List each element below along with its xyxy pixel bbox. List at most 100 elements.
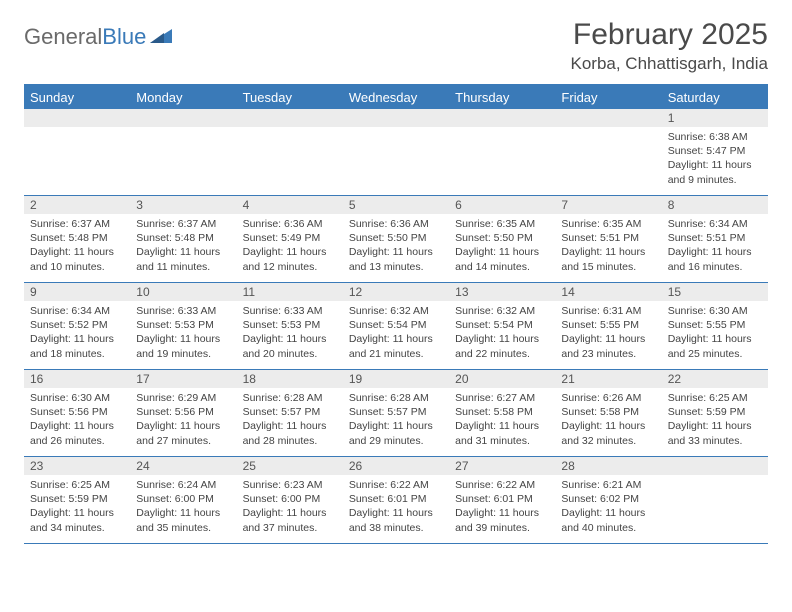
- date-number: [343, 109, 449, 127]
- sunrise-text: Sunrise: 6:33 AM: [136, 304, 230, 318]
- daylight-text: Daylight: 11 hours and 19 minutes.: [136, 332, 230, 360]
- date-number: 4: [237, 196, 343, 214]
- sunrise-text: Sunrise: 6:36 AM: [243, 217, 337, 231]
- daylight-text: Daylight: 11 hours and 14 minutes.: [455, 245, 549, 273]
- date-number: 1: [662, 109, 768, 127]
- day-cell: 12Sunrise: 6:32 AMSunset: 5:54 PMDayligh…: [343, 283, 449, 369]
- sunset-text: Sunset: 6:00 PM: [243, 492, 337, 506]
- sunrise-text: Sunrise: 6:31 AM: [561, 304, 655, 318]
- sunrise-text: Sunrise: 6:26 AM: [561, 391, 655, 405]
- daylight-text: Daylight: 11 hours and 26 minutes.: [30, 419, 124, 447]
- sunset-text: Sunset: 5:55 PM: [668, 318, 762, 332]
- sunrise-text: Sunrise: 6:22 AM: [349, 478, 443, 492]
- day-cell: [662, 457, 768, 543]
- day-details: Sunrise: 6:28 AMSunset: 5:57 PMDaylight:…: [237, 388, 343, 453]
- sunset-text: Sunset: 5:59 PM: [30, 492, 124, 506]
- sunrise-text: Sunrise: 6:35 AM: [561, 217, 655, 231]
- sunset-text: Sunset: 5:48 PM: [30, 231, 124, 245]
- sunset-text: Sunset: 6:02 PM: [561, 492, 655, 506]
- day-cell: 18Sunrise: 6:28 AMSunset: 5:57 PMDayligh…: [237, 370, 343, 456]
- sunset-text: Sunset: 5:58 PM: [561, 405, 655, 419]
- day-details: Sunrise: 6:37 AMSunset: 5:48 PMDaylight:…: [24, 214, 130, 279]
- sunrise-text: Sunrise: 6:25 AM: [668, 391, 762, 405]
- day-cell: 20Sunrise: 6:27 AMSunset: 5:58 PMDayligh…: [449, 370, 555, 456]
- daylight-text: Daylight: 11 hours and 15 minutes.: [561, 245, 655, 273]
- daylight-text: Daylight: 11 hours and 10 minutes.: [30, 245, 124, 273]
- day-details: Sunrise: 6:25 AMSunset: 5:59 PMDaylight:…: [24, 475, 130, 540]
- day-details: Sunrise: 6:36 AMSunset: 5:49 PMDaylight:…: [237, 214, 343, 279]
- date-number: 21: [555, 370, 661, 388]
- daylight-text: Daylight: 11 hours and 33 minutes.: [668, 419, 762, 447]
- day-details: Sunrise: 6:28 AMSunset: 5:57 PMDaylight:…: [343, 388, 449, 453]
- day-header: Wednesday: [343, 86, 449, 109]
- sunset-text: Sunset: 5:53 PM: [136, 318, 230, 332]
- day-cell: [24, 109, 130, 195]
- day-cell: 15Sunrise: 6:30 AMSunset: 5:55 PMDayligh…: [662, 283, 768, 369]
- sunset-text: Sunset: 5:50 PM: [349, 231, 443, 245]
- day-cell: 6Sunrise: 6:35 AMSunset: 5:50 PMDaylight…: [449, 196, 555, 282]
- sunset-text: Sunset: 5:53 PM: [243, 318, 337, 332]
- daylight-text: Daylight: 11 hours and 31 minutes.: [455, 419, 549, 447]
- date-number: 14: [555, 283, 661, 301]
- week-row: 9Sunrise: 6:34 AMSunset: 5:52 PMDaylight…: [24, 283, 768, 370]
- sunrise-text: Sunrise: 6:21 AM: [561, 478, 655, 492]
- location: Korba, Chhattisgarh, India: [570, 54, 768, 74]
- day-cell: 3Sunrise: 6:37 AMSunset: 5:48 PMDaylight…: [130, 196, 236, 282]
- day-cell: 13Sunrise: 6:32 AMSunset: 5:54 PMDayligh…: [449, 283, 555, 369]
- day-details: Sunrise: 6:33 AMSunset: 5:53 PMDaylight:…: [237, 301, 343, 366]
- day-header: Friday: [555, 86, 661, 109]
- sunrise-text: Sunrise: 6:25 AM: [30, 478, 124, 492]
- sunrise-text: Sunrise: 6:36 AM: [349, 217, 443, 231]
- day-header: Tuesday: [237, 86, 343, 109]
- logo-part2: Blue: [102, 24, 146, 49]
- day-cell: 10Sunrise: 6:33 AMSunset: 5:53 PMDayligh…: [130, 283, 236, 369]
- day-cell: 16Sunrise: 6:30 AMSunset: 5:56 PMDayligh…: [24, 370, 130, 456]
- triangle-icon: [150, 27, 172, 48]
- month-title: February 2025: [570, 18, 768, 52]
- sunset-text: Sunset: 5:56 PM: [136, 405, 230, 419]
- date-number: 15: [662, 283, 768, 301]
- daylight-text: Daylight: 11 hours and 20 minutes.: [243, 332, 337, 360]
- week-row: 23Sunrise: 6:25 AMSunset: 5:59 PMDayligh…: [24, 457, 768, 544]
- sunset-text: Sunset: 5:54 PM: [455, 318, 549, 332]
- daylight-text: Daylight: 11 hours and 9 minutes.: [668, 158, 762, 186]
- daylight-text: Daylight: 11 hours and 12 minutes.: [243, 245, 337, 273]
- day-details: Sunrise: 6:34 AMSunset: 5:52 PMDaylight:…: [24, 301, 130, 366]
- daylight-text: Daylight: 11 hours and 22 minutes.: [455, 332, 549, 360]
- date-number: 7: [555, 196, 661, 214]
- sunrise-text: Sunrise: 6:38 AM: [668, 130, 762, 144]
- day-header: Saturday: [662, 86, 768, 109]
- daylight-text: Daylight: 11 hours and 23 minutes.: [561, 332, 655, 360]
- date-number: 11: [237, 283, 343, 301]
- date-number: 13: [449, 283, 555, 301]
- date-number: 26: [343, 457, 449, 475]
- daylight-text: Daylight: 11 hours and 18 minutes.: [30, 332, 124, 360]
- sunset-text: Sunset: 5:49 PM: [243, 231, 337, 245]
- daylight-text: Daylight: 11 hours and 39 minutes.: [455, 506, 549, 534]
- daylight-text: Daylight: 11 hours and 13 minutes.: [349, 245, 443, 273]
- daylight-text: Daylight: 11 hours and 37 minutes.: [243, 506, 337, 534]
- day-cell: 14Sunrise: 6:31 AMSunset: 5:55 PMDayligh…: [555, 283, 661, 369]
- daylight-text: Daylight: 11 hours and 21 minutes.: [349, 332, 443, 360]
- day-details: Sunrise: 6:32 AMSunset: 5:54 PMDaylight:…: [343, 301, 449, 366]
- date-number: 8: [662, 196, 768, 214]
- sunset-text: Sunset: 6:01 PM: [349, 492, 443, 506]
- date-number: 20: [449, 370, 555, 388]
- day-cell: [449, 109, 555, 195]
- day-details: Sunrise: 6:27 AMSunset: 5:58 PMDaylight:…: [449, 388, 555, 453]
- date-number: [555, 109, 661, 127]
- date-number: [237, 109, 343, 127]
- date-number: 27: [449, 457, 555, 475]
- date-number: 22: [662, 370, 768, 388]
- day-cell: 24Sunrise: 6:24 AMSunset: 6:00 PMDayligh…: [130, 457, 236, 543]
- sunrise-text: Sunrise: 6:29 AM: [136, 391, 230, 405]
- sunset-text: Sunset: 5:54 PM: [349, 318, 443, 332]
- date-number: 16: [24, 370, 130, 388]
- day-cell: 26Sunrise: 6:22 AMSunset: 6:01 PMDayligh…: [343, 457, 449, 543]
- sunrise-text: Sunrise: 6:37 AM: [30, 217, 124, 231]
- day-header: Sunday: [24, 86, 130, 109]
- sunrise-text: Sunrise: 6:34 AM: [30, 304, 124, 318]
- date-number: 2: [24, 196, 130, 214]
- day-details: Sunrise: 6:37 AMSunset: 5:48 PMDaylight:…: [130, 214, 236, 279]
- daylight-text: Daylight: 11 hours and 29 minutes.: [349, 419, 443, 447]
